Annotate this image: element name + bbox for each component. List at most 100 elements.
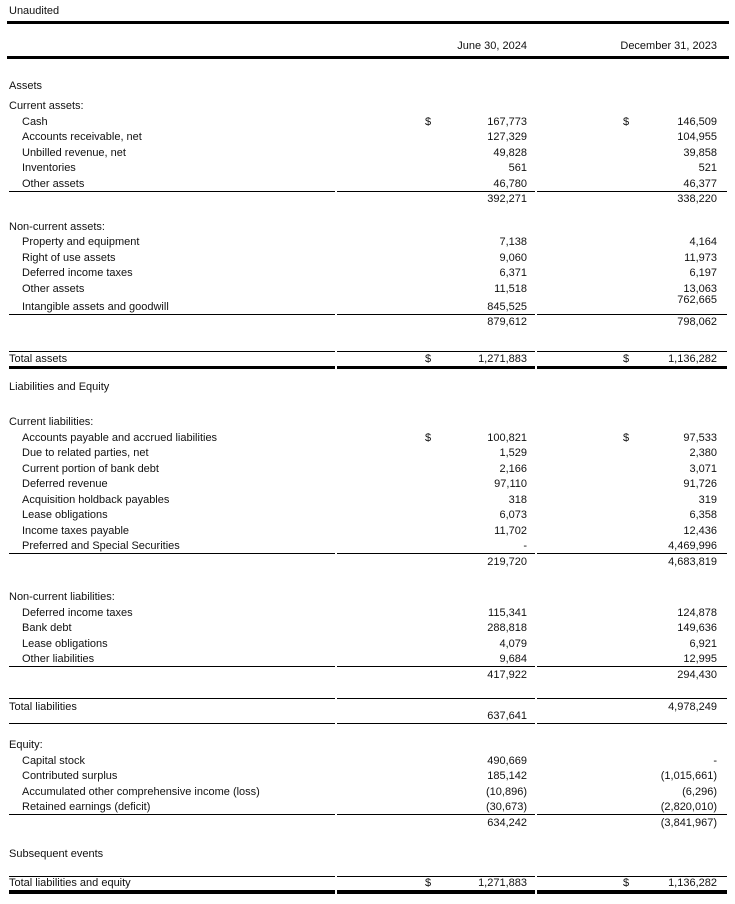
- december-value-cell: [537, 98, 727, 114]
- spacer-row: [9, 329, 727, 351]
- row-label: Deferred income taxes: [9, 604, 335, 620]
- december-value-cell: (1,015,661): [537, 768, 727, 784]
- june-value-cell-wrap: 9,684: [337, 653, 535, 666]
- row-label-text: Cash: [22, 115, 48, 128]
- value-text: 11,973: [684, 251, 717, 264]
- june-value-cell: 634,242: [337, 814, 535, 830]
- row-label-text: Unbilled revenue, net: [22, 146, 126, 159]
- dollar-sign: $: [623, 877, 630, 889]
- row-label-text: Property and equipment: [22, 236, 140, 248]
- value-text: (30,673): [486, 801, 527, 813]
- value-text: 3,071: [689, 462, 717, 475]
- value-text: 1,529: [499, 447, 527, 459]
- row-label-text: Deferred income taxes: [22, 267, 133, 279]
- row-label-text: Capital stock: [22, 754, 85, 767]
- row-label-text: Other assets: [22, 177, 85, 190]
- subtotal-row: 219,720 4,683,819: [9, 553, 727, 569]
- june-value-cell-wrap: 97,110: [337, 478, 535, 491]
- col-header-december-2023: December 31, 2023: [620, 40, 717, 52]
- december-value-cell-wrap: 11,973: [537, 252, 727, 265]
- value-text: 879,612: [487, 316, 527, 328]
- june-value-cell-wrap: 392,271: [337, 193, 535, 206]
- row-label: Cash: [9, 113, 335, 129]
- december-value-cell-wrap: 4,469,996: [537, 540, 727, 553]
- value-text: 13,063: [683, 282, 717, 295]
- row-label-text: Preferred and Special Securities: [22, 540, 180, 552]
- june-value-cell: 11,702: [337, 522, 535, 538]
- value-text: 124,878: [677, 606, 717, 619]
- value-text: 4,978,249: [668, 700, 717, 713]
- line-item-row: Other assets 46,780 46,377: [9, 175, 727, 191]
- december-value-cell: 4,469,996: [537, 538, 727, 554]
- value-text: 149,636: [677, 622, 717, 634]
- row-label: Total liabilities and equity: [9, 876, 335, 894]
- june-value-cell: 490,669: [337, 752, 535, 768]
- spacer-cell: [9, 394, 727, 414]
- june-value-cell-wrap: 127,329: [337, 131, 535, 144]
- december-value-cell: 6,358: [537, 507, 727, 523]
- december-value-cell-wrap: (2,820,010): [537, 801, 727, 814]
- spacer-row: [9, 394, 727, 414]
- value-text: 12,995: [683, 653, 717, 665]
- line-item-row: Lease obligations 4,079 6,921: [9, 635, 727, 651]
- june-value-cell-wrap: -: [337, 540, 535, 553]
- value-text: 39,858: [683, 146, 717, 159]
- row-label: Other assets: [9, 280, 335, 296]
- dollar-sign: $: [425, 431, 432, 444]
- spacer-row: [9, 59, 727, 77]
- row-label: Income taxes payable: [9, 522, 335, 538]
- row-label: Accumulated other comprehensive income (…: [9, 783, 335, 799]
- row-label-text: Assets: [9, 79, 43, 92]
- row-label-text: Deferred income taxes: [22, 606, 133, 619]
- june-value-cell: -: [337, 538, 535, 554]
- line-item-row: Right of use assets 9,060 11,973: [9, 249, 727, 265]
- line-item-row: Other liabilities 9,684 12,995: [9, 651, 727, 667]
- december-value-cell-wrap: (1,015,661): [537, 770, 727, 783]
- value-text: 11,518: [494, 282, 527, 295]
- december-value-cell: 762,665: [537, 294, 727, 314]
- row-label: Current assets:: [9, 98, 335, 114]
- column-header-table: June 30, 2024 December 31, 2023: [7, 34, 729, 53]
- june-value-cell: 561: [337, 160, 535, 176]
- june-value-cell: 288,818: [337, 620, 535, 636]
- value-text: 219,720: [487, 555, 527, 568]
- december-value-cell: 4,683,819: [537, 553, 727, 569]
- line-item-row: Acquisition holdback payables 318 319: [9, 491, 727, 507]
- line-item-row: Inventories 561 521: [9, 160, 727, 176]
- june-value-cell-wrap: 46,780: [337, 178, 535, 191]
- row-label: Bank debt: [9, 620, 335, 636]
- value-text: 167,773: [487, 115, 527, 128]
- row-label: Liabilities and Equity: [9, 378, 335, 394]
- column-header-row: June 30, 2024 December 31, 2023: [9, 34, 727, 53]
- value-text: 637,641: [487, 709, 527, 722]
- value-text: 49,828: [493, 146, 527, 159]
- line-item-row: Current portion of bank debt 2,166 3,071: [9, 460, 727, 476]
- december-value-cell: 4,164: [537, 234, 727, 250]
- june-value-cell-wrap: 4,079: [337, 638, 535, 651]
- line-item-row: Deferred revenue 97,110 91,726: [9, 476, 727, 492]
- line-item-row: Accounts payable and accrued liabilities…: [9, 429, 727, 445]
- value-text: 1,271,883: [478, 877, 527, 889]
- value-text: 7,138: [499, 236, 527, 248]
- row-label: Capital stock: [9, 752, 335, 768]
- group-title-row: Non-current assets:: [9, 218, 727, 234]
- value-text: 4,079: [499, 637, 527, 650]
- december-value-cell: (6,296): [537, 783, 727, 799]
- june-value-cell: 637,641: [337, 697, 535, 724]
- june-value-cell: 6,371: [337, 265, 535, 281]
- line-item-row: Contributed surplus 185,142 (1,015,661): [9, 768, 727, 784]
- row-label: Non-current assets:: [9, 218, 335, 234]
- june-value-cell: 49,828: [337, 144, 535, 160]
- december-value-cell: 338,220: [537, 190, 727, 207]
- row-label: Current portion of bank debt: [9, 460, 335, 476]
- value-text: 4,164: [689, 236, 717, 248]
- december-value-cell-wrap: 294,430: [537, 669, 727, 682]
- december-value-cell: 46,377: [537, 175, 727, 191]
- december-value-cell: [537, 218, 727, 234]
- june-value-cell: 127,329: [337, 129, 535, 145]
- june-value-cell-wrap: 417,922: [337, 669, 535, 682]
- june-value-cell-wrap: $167,773: [337, 116, 535, 129]
- header-horizontal-rule: [7, 56, 729, 59]
- line-item-row: Other assets 11,518 13,063: [9, 280, 727, 296]
- december-value-cell-wrap: 762,665: [537, 294, 727, 314]
